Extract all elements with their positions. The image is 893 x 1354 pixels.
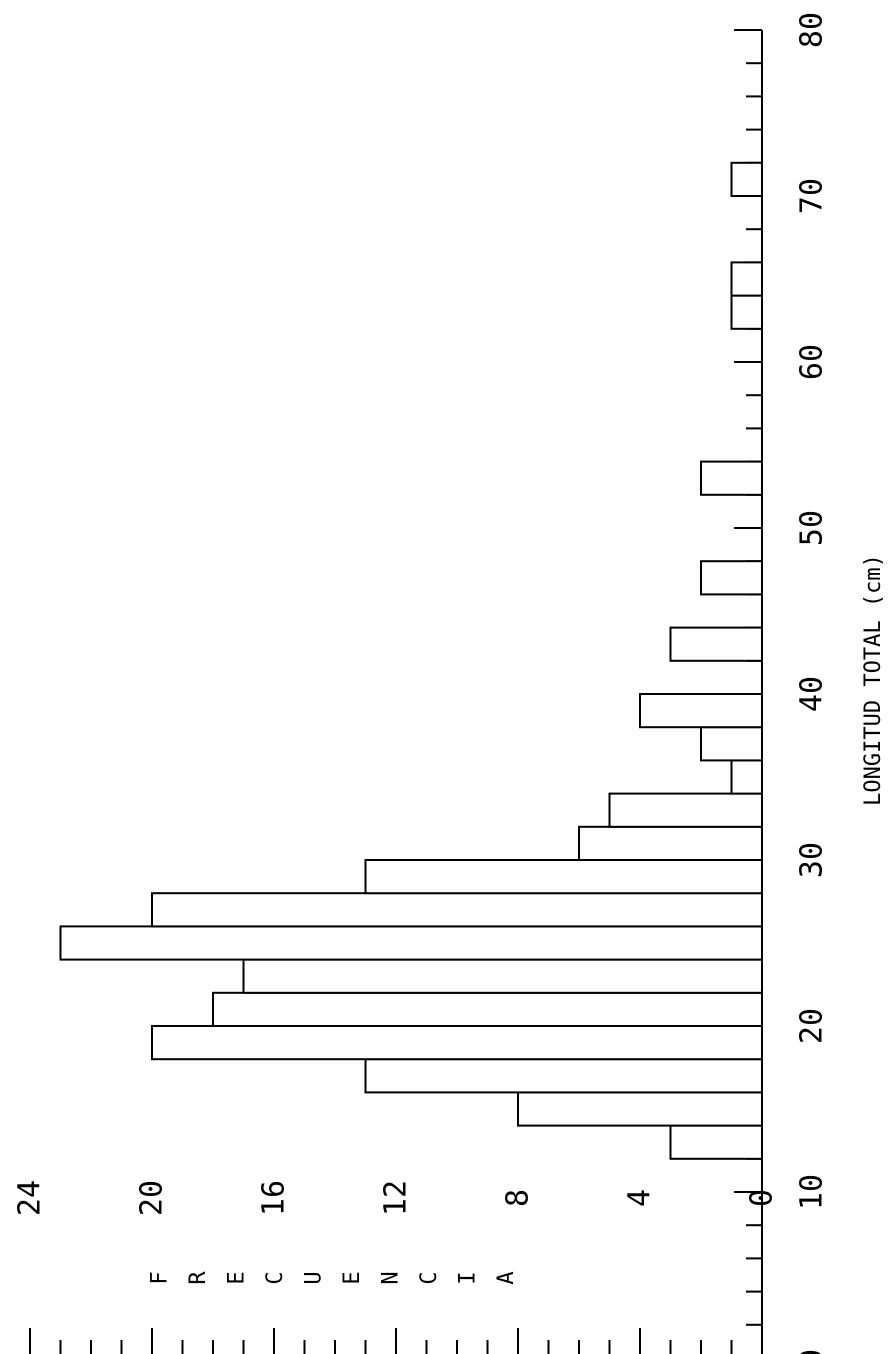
frequency-ticks [29, 1328, 763, 1354]
histogram-bar [639, 693, 763, 729]
frequency-axis-title-letter: N [379, 1271, 404, 1284]
histogram-bar [730, 261, 763, 297]
frequency-tick-label: 4 [623, 1189, 658, 1207]
frequency-axis-title-letter: U [302, 1271, 327, 1284]
frequency-axis-title-letter: C [417, 1271, 442, 1284]
frequency-tick-label: 0 [745, 1189, 780, 1207]
frequency-axis-title-letter: C [263, 1271, 288, 1284]
histogram-bar [730, 161, 763, 198]
frequency-axis-title-letter: E [340, 1271, 365, 1284]
frequency-axis-title-letter: R [186, 1271, 211, 1285]
histogram-bar [578, 825, 763, 861]
frequency-tick-labels: 0 4 8 12 16 20 24 [13, 1180, 780, 1216]
histogram-bar [364, 859, 763, 895]
frequency-axis-title-letter: I [456, 1271, 481, 1284]
frequency-tick-label: 20 [135, 1180, 170, 1216]
histogram-bar [700, 560, 763, 596]
bars [59, 161, 763, 1160]
histogram-bar [59, 925, 763, 961]
length-tick-label: 80 [795, 12, 830, 48]
histogram-bar [517, 1091, 763, 1127]
length-tick-label: 10 [795, 1174, 830, 1210]
length-tick-label: 0 [795, 1349, 830, 1354]
length-tick-label: 20 [795, 1008, 830, 1044]
histogram-bar [730, 759, 763, 795]
frequency-tick-label: 12 [379, 1180, 414, 1216]
length-tick-labels: 0 10 20 30 40 50 60 70 80 [795, 12, 830, 1354]
histogram-bar [151, 892, 763, 928]
histogram-bar [669, 1124, 763, 1160]
length-tick-label: 70 [795, 178, 830, 214]
frequency-axis-title-letter: F [148, 1271, 173, 1284]
histogram-bar [700, 726, 763, 762]
length-tick-label: 30 [795, 842, 830, 878]
histogram-bar [151, 1025, 763, 1061]
frequency-tick-label: 24 [13, 1180, 48, 1216]
histogram-bar [730, 294, 763, 330]
frequency-axis-title-letter: E [225, 1271, 250, 1284]
length-tick-label: 60 [795, 344, 830, 380]
histogram-bar [364, 1058, 763, 1094]
frequency-axis-title-letter: A [494, 1271, 519, 1284]
frequency-tick-label: 8 [501, 1189, 536, 1207]
length-tick-label: 50 [795, 510, 830, 546]
histogram-bar [608, 792, 763, 828]
frequency-tick-label: 16 [257, 1180, 292, 1216]
histogram-bar [212, 991, 763, 1027]
axes [761, 30, 763, 1354]
histogram-bar [242, 958, 763, 994]
histogram-bar [700, 460, 763, 496]
length-tick-label: 40 [795, 676, 830, 712]
length-axis-title: LONGITUD TOTAL (cm) [861, 554, 886, 806]
histogram-bar [669, 626, 763, 662]
